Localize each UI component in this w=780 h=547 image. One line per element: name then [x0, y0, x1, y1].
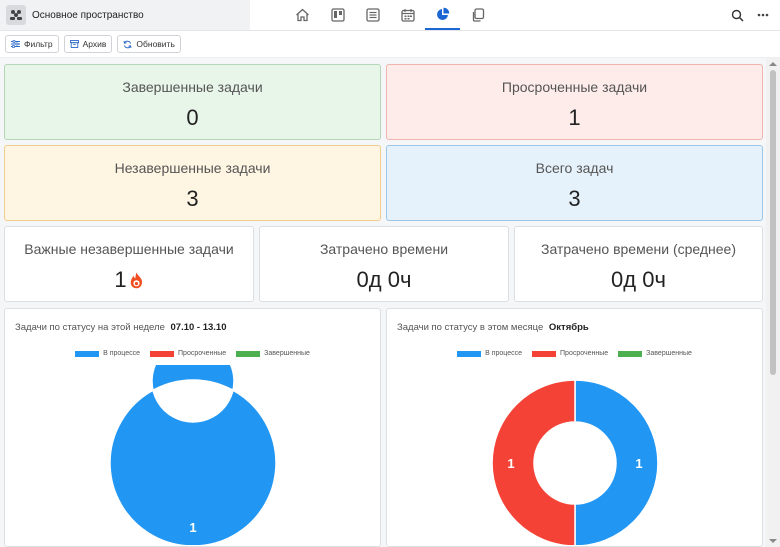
slice-value-label: 1 [507, 456, 514, 471]
pie-chart-icon [436, 7, 449, 20]
nav-copy[interactable] [460, 0, 495, 30]
home-icon [296, 8, 309, 22]
legend-item-completed[interactable]: Завершенные [618, 350, 692, 357]
legend-swatch [532, 350, 557, 357]
search-button[interactable] [724, 2, 750, 28]
top-bar: Основное пространство [0, 0, 780, 31]
slice-value-label: 1 [635, 456, 642, 471]
legend-swatch [618, 350, 643, 357]
chart-title: Задачи по статусу на этой неделе 07.10 -… [15, 322, 227, 333]
legend-item-overdue[interactable]: Просроченные [150, 350, 226, 357]
scroll-up-arrow[interactable] [769, 62, 777, 66]
stat-time-spent: Затрачено времени 0д 0ч [259, 226, 509, 302]
stat-value: 3 [186, 186, 199, 211]
legend-swatch [75, 350, 100, 357]
legend-label: Завершенные [264, 350, 310, 357]
donut-slice[interactable] [574, 379, 659, 545]
stat-value: 1 [114, 267, 127, 292]
board-icon [330, 8, 345, 22]
stat-value: 1 [568, 105, 581, 130]
stat-overdue: Просроченные задачи 1 [386, 64, 763, 140]
stat-value: 0 [186, 105, 199, 130]
copy-icon [472, 8, 484, 22]
stat-time-avg: Затрачено времени (среднее) 0д 0ч [514, 226, 763, 302]
fire-icon [130, 272, 142, 288]
donut-slice[interactable] [491, 379, 576, 545]
stat-completed: Завершенные задачи 0 [4, 64, 381, 140]
more-icon [757, 13, 769, 17]
nav-board[interactable] [320, 0, 355, 30]
stat-value: 0д 0ч [611, 267, 666, 292]
archive-button[interactable]: Архив [63, 35, 113, 53]
chart-panel-month: Задачи по статусу в этом месяце Октябрь … [386, 308, 763, 547]
legend-swatch [457, 350, 482, 357]
legend-label: В процессе [103, 350, 141, 357]
chart-period: 07.10 - 13.10 [170, 322, 227, 333]
workspace-icon [6, 5, 26, 25]
scrollbar[interactable] [766, 58, 780, 547]
stat-value-row: 1 [5, 267, 253, 293]
scroll-down-arrow[interactable] [769, 539, 777, 543]
chart-panel-week: Задачи по статусу на этой неделе 07.10 -… [4, 308, 381, 547]
legend-swatch [150, 350, 175, 357]
workspace-switcher[interactable]: Основное пространство [0, 0, 250, 30]
stat-value: 0д 0ч [356, 267, 412, 292]
donut-chart-month: 11 [491, 379, 659, 545]
search-icon [731, 9, 744, 22]
refresh-label: Обновить [136, 39, 175, 49]
archive-label: Архив [82, 39, 107, 49]
chart-legend: В процессе Просроченные Завершенные [5, 350, 380, 357]
more-button[interactable] [750, 2, 776, 28]
nav-calendar[interactable] [390, 0, 425, 30]
dashboard-content: Завершенные задачи 0 Просроченные задачи… [0, 58, 766, 547]
nav-dashboard[interactable] [425, 0, 460, 30]
view-nav [285, 0, 495, 30]
refresh-button[interactable]: Обновить [117, 35, 181, 53]
refresh-icon [123, 40, 132, 48]
slice-value-label: 1 [189, 520, 196, 535]
chart-title-text: Задачи по статусу в этом месяце [397, 322, 544, 333]
legend-label: Завершенные [646, 350, 692, 357]
scrollbar-thumb[interactable] [770, 70, 776, 375]
nav-list[interactable] [355, 0, 390, 30]
legend-item-in-progress[interactable]: В процессе [75, 350, 140, 357]
stat-incomplete: Незавершенные задачи 3 [4, 145, 381, 221]
chart-legend: В процессе Просроченные Завершенные [387, 350, 762, 357]
stat-title: Всего задач [535, 160, 614, 176]
filter-icon [11, 40, 20, 48]
legend-item-completed[interactable]: Завершенные [236, 350, 310, 357]
chart-title-text: Задачи по статусу на этой неделе [15, 322, 165, 333]
filter-label: Фильтр [24, 39, 53, 49]
top-actions [724, 0, 776, 30]
legend-label: Просроченные [178, 350, 227, 357]
chart-title: Задачи по статусу в этом месяце Октябрь [397, 322, 589, 333]
stat-value: 3 [568, 186, 581, 211]
stat-title: Просроченные задачи [501, 79, 648, 95]
archive-icon [69, 40, 79, 48]
stat-title: Важные незавершенные задачи [24, 241, 234, 257]
donut-slice[interactable] [109, 365, 277, 545]
list-icon [365, 8, 380, 22]
legend-swatch [236, 350, 261, 357]
chart-period: Октябрь [548, 322, 589, 333]
stat-title: Завершенные задачи [122, 79, 263, 95]
legend-item-overdue[interactable]: Просроченные [532, 350, 608, 357]
stat-title: Затрачено времени (среднее) [540, 241, 737, 257]
legend-label: В процессе [485, 350, 523, 357]
legend-item-in-progress[interactable]: В процессе [457, 350, 522, 357]
donut-chart-week: 1 [109, 365, 277, 545]
stat-total: Всего задач 3 [386, 145, 763, 221]
stat-important: Важные незавершенные задачи 1 [4, 226, 254, 302]
calendar-icon [400, 9, 415, 22]
toolbar: Фильтр Архив Обновить [0, 31, 780, 58]
legend-label: Просроченные [560, 350, 609, 357]
nav-home[interactable] [285, 0, 320, 30]
stat-title: Незавершенные задачи [114, 160, 271, 176]
stat-title: Затрачено времени [319, 241, 449, 257]
filter-button[interactable]: Фильтр [5, 35, 59, 53]
workspace-name: Основное пространство [32, 9, 144, 21]
